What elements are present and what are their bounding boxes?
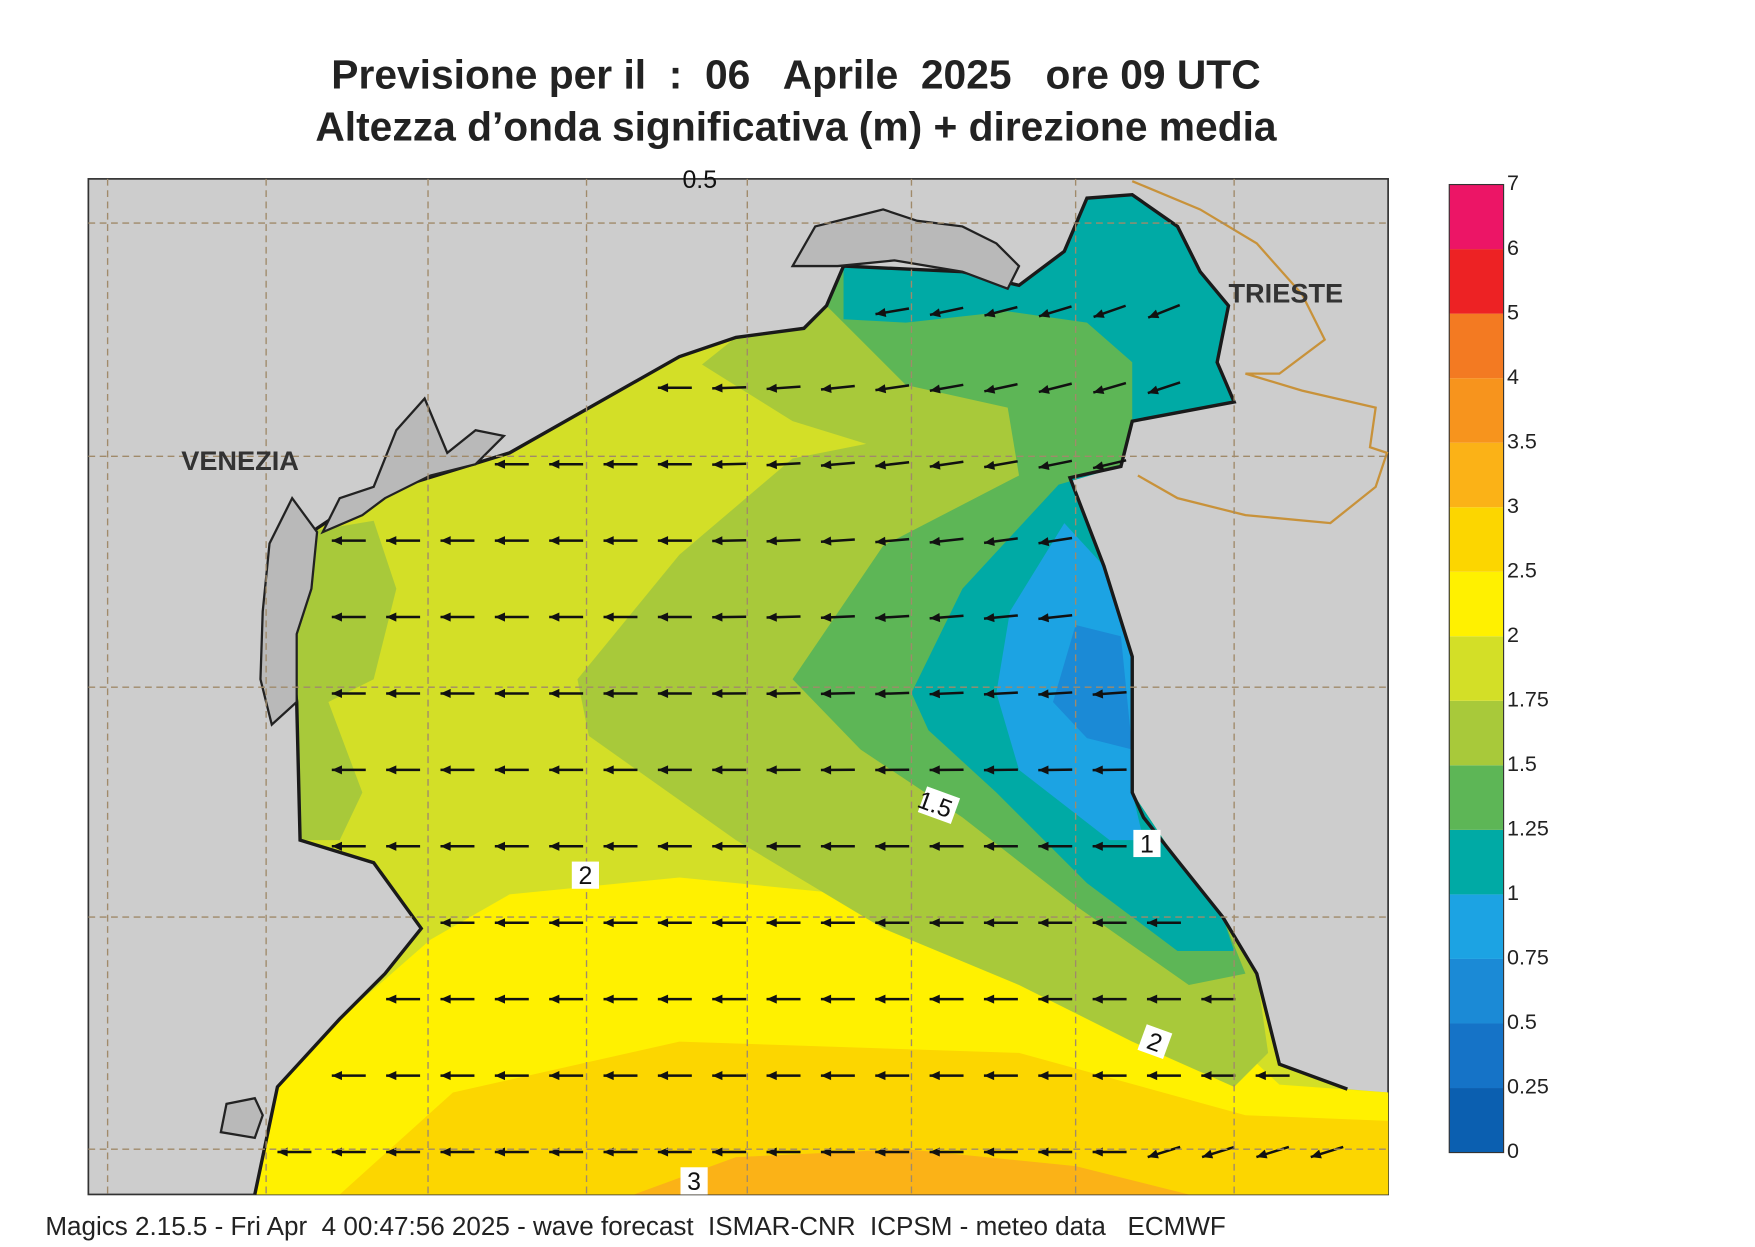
colorbar-label: 0.25 <box>1507 1075 1549 1099</box>
colorbar: 0 0.25 0.5 0.75 1 1.25 1.5 1.75 2 2.5 3 3.5 4 5 6 7 <box>1449 171 1549 1163</box>
footer: Magics 2.15.5 - Fri Apr 4 00:47:56 2025 … <box>45 1211 1226 1241</box>
colorbar-label: 4 <box>1507 365 1519 389</box>
colorbar-label: 0.75 <box>1507 946 1549 970</box>
colorbar-label: 1.25 <box>1507 817 1549 841</box>
colorbar-label: 2 <box>1507 623 1519 647</box>
contour-value: 3 <box>687 1168 701 1196</box>
colorbar-segment <box>1449 249 1503 314</box>
colorbar-segment <box>1449 765 1503 830</box>
colorbar-segment <box>1449 701 1503 766</box>
contour-label: 3 <box>681 1167 708 1196</box>
colorbar-segment <box>1449 894 1503 959</box>
colorbar-segment <box>1449 443 1503 508</box>
colorbar-label: 3 <box>1507 494 1519 518</box>
colorbar-segment <box>1449 1023 1503 1088</box>
colorbar-segment <box>1449 830 1503 895</box>
contour-label: 2 <box>572 862 599 891</box>
colorbar-label: 5 <box>1507 300 1519 324</box>
colorbar-label: 3.5 <box>1507 429 1537 453</box>
colorbar-segment <box>1449 185 1503 250</box>
colorbar-label: 7 <box>1507 171 1519 195</box>
colorbar-label: 1.75 <box>1507 688 1549 712</box>
contour-value: 1 <box>1140 831 1154 859</box>
colorbar-label: 2.5 <box>1507 558 1537 582</box>
colorbar-segment <box>1449 636 1503 701</box>
colorbar-segment <box>1449 378 1503 443</box>
contour-label: 1 <box>1133 830 1160 859</box>
colorbar-segment <box>1449 507 1503 572</box>
colorbar-segment <box>1449 572 1503 637</box>
contour-label: 0.5 <box>682 166 717 194</box>
title: Previsione per il : 06 Aprile 2025 ore 0… <box>331 51 1260 97</box>
contour-value: 2 <box>578 862 592 890</box>
subtitle: Altezza d’onda significativa (m) + direz… <box>315 103 1277 149</box>
colorbar-label: 0.5 <box>1507 1010 1537 1034</box>
contour-value: 0.5 <box>682 166 717 194</box>
colorbar-label: 1.5 <box>1507 752 1537 776</box>
place-label: VENEZIA <box>181 445 299 476</box>
colorbar-segment <box>1449 959 1503 1024</box>
colorbar-segment <box>1449 1088 1503 1153</box>
colorbar-label: 0 <box>1507 1139 1519 1163</box>
place-label: TRIESTE <box>1228 277 1343 308</box>
colorbar-label: 6 <box>1507 236 1519 260</box>
colorbar-segment <box>1449 314 1503 379</box>
colorbar-label: 1 <box>1507 881 1519 905</box>
